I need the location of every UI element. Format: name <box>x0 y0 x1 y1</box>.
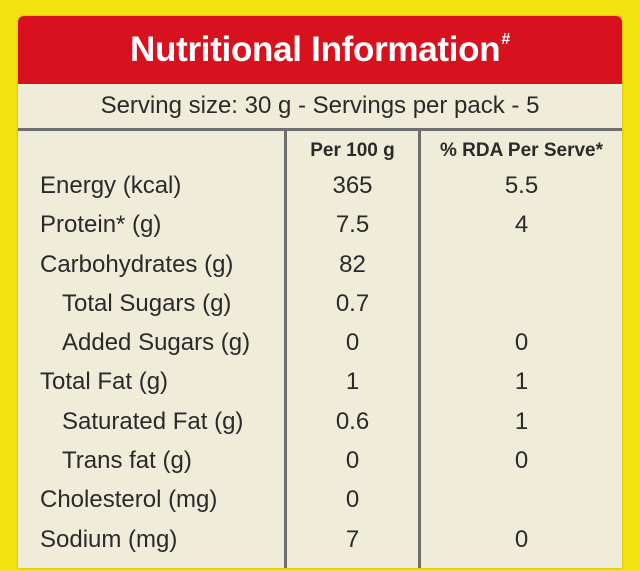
nutrient-label: Carbohydrates (g) <box>40 250 234 278</box>
table-row: Saturated Fat (g) 0.6 1 <box>18 402 622 441</box>
per-100g-value: 0 <box>345 447 360 475</box>
rda-value: 0 <box>514 525 529 553</box>
nutrition-panel: Nutritional Information# Serving size: 3… <box>18 16 622 568</box>
serving-info: Serving size: 30 g - Servings per pack -… <box>100 92 540 119</box>
table-row: Carbohydrates (g) 82 <box>18 245 622 284</box>
table-row: Energy (kcal) 365 5.5 <box>18 166 622 205</box>
table-row: Total Sugars (g) 0.7 <box>18 284 622 323</box>
nutrient-label: Trans fat (g) <box>62 447 192 475</box>
rda-value: 0 <box>514 329 529 357</box>
nutrient-label: Saturated Fat (g) <box>62 407 244 435</box>
column-divider-1 <box>284 131 287 568</box>
per-100g-value: 0 <box>345 486 360 514</box>
title-footnote-mark: # <box>501 31 510 48</box>
nutrient-label: Total Fat (g) <box>40 368 169 396</box>
per-100g-value: 0 <box>345 329 360 357</box>
per-100g-value: 82 <box>339 250 366 278</box>
column-header-rda: % RDA Per Serve* <box>440 140 603 161</box>
per-100g-value: 7.5 <box>335 211 370 239</box>
table-row: Cholesterol (mg) 0 <box>18 480 622 519</box>
table-row: Total Fat (g) 1 1 <box>18 362 622 401</box>
column-divider-2 <box>418 131 421 568</box>
table-row: Trans fat (g) 0 0 <box>18 441 622 480</box>
nutrient-label: Cholesterol (mg) <box>40 486 218 514</box>
nutrient-label: Total Sugars (g) <box>62 289 232 317</box>
table-row: Sodium (mg) 7 0 <box>18 520 622 559</box>
table-row: Added Sugars (g) 0 0 <box>18 323 622 362</box>
nutrient-label: Protein* (g) <box>40 211 162 239</box>
column-header-per-100g: Per 100 g <box>310 140 395 161</box>
per-100g-value: 7 <box>345 525 360 553</box>
per-100g-value: 0.6 <box>335 407 370 435</box>
rda-value: 1 <box>514 407 529 435</box>
nutrient-rows: Energy (kcal) 365 5.5 Protein* (g) 7.5 4… <box>18 166 622 559</box>
table-row: Protein* (g) 7.5 4 <box>18 205 622 244</box>
per-100g-value: 365 <box>332 172 373 199</box>
header-rule <box>18 128 622 131</box>
rda-value: 5.5 <box>504 172 539 199</box>
nutrient-label: Added Sugars (g) <box>62 329 251 357</box>
rda-value: 0 <box>514 447 529 475</box>
nutrition-title: Nutritional Information <box>130 30 501 69</box>
title-bar: Nutritional Information# <box>18 16 622 84</box>
nutrient-label: Sodium (mg) <box>40 525 178 553</box>
rda-value: 4 <box>514 211 529 239</box>
per-100g-value: 1 <box>345 368 360 396</box>
rda-value: 1 <box>514 368 529 396</box>
per-100g-value: 0.7 <box>335 289 370 317</box>
nutrient-label: Energy (kcal) <box>40 172 182 199</box>
